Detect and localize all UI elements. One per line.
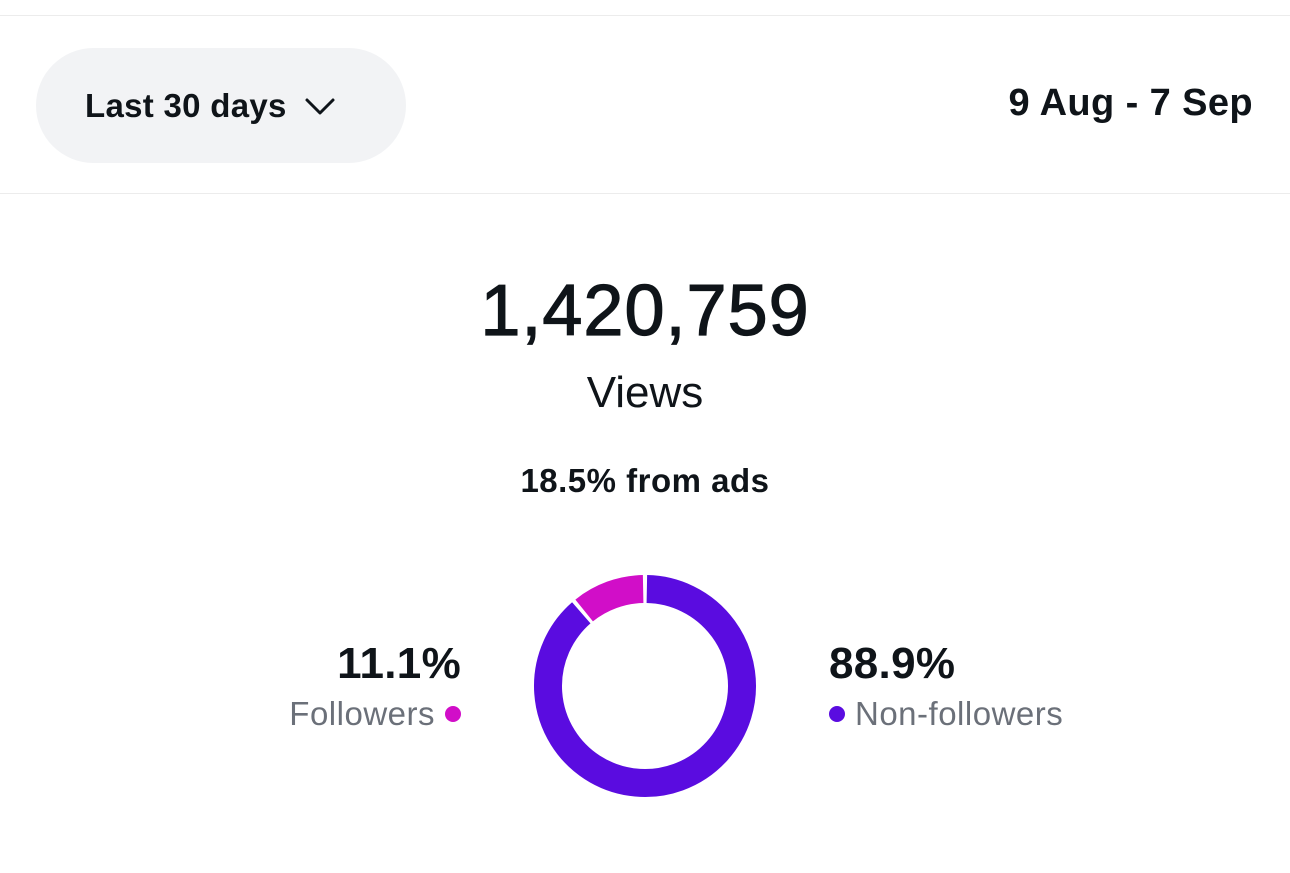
date-range-dropdown[interactable]: Last 30 days [36, 48, 406, 163]
followers-slice [575, 575, 644, 622]
followers-legend-dot [445, 706, 461, 722]
followers-label: Followers [289, 695, 435, 732]
total-views-value: 1,420,759 [480, 270, 810, 351]
non-followers-slice [534, 575, 756, 797]
section-divider [0, 193, 1290, 194]
metric-label: Views [586, 368, 704, 417]
followers-percent: 11.1% [337, 639, 461, 688]
date-range-text: 9 Aug - 7 Sep [1008, 82, 1253, 124]
non-followers-label: Non-followers [855, 695, 1064, 732]
chevron-down-icon [303, 89, 337, 123]
non-followers-stat: 88.9% Non-followers [829, 636, 1063, 736]
date-range-dropdown-label: Last 30 days [85, 86, 287, 124]
ads-share-text: 18.5% from ads [520, 462, 770, 499]
non-followers-legend-dot [829, 706, 845, 722]
views-donut-chart [534, 575, 756, 797]
top-divider [0, 15, 1290, 16]
non-followers-percent: 88.9% [829, 639, 956, 688]
followers-stat: 11.1% Followers [289, 636, 461, 736]
